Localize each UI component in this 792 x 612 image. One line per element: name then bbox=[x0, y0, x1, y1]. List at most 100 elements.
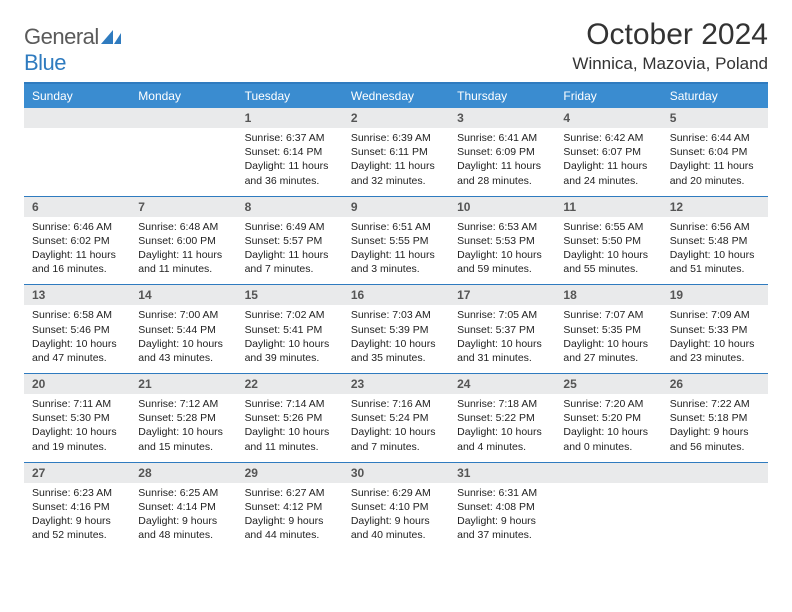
day-number: 4 bbox=[555, 108, 661, 128]
daylight-text: Daylight: 11 hours and 24 minutes. bbox=[563, 159, 653, 187]
day-body: Sunrise: 7:07 AMSunset: 5:35 PMDaylight:… bbox=[555, 305, 661, 373]
day-number: 8 bbox=[237, 197, 343, 217]
calendar-day-cell: 10Sunrise: 6:53 AMSunset: 5:53 PMDayligh… bbox=[449, 196, 555, 285]
weekday-header: Monday bbox=[130, 84, 236, 108]
calendar-day-cell: 20Sunrise: 7:11 AMSunset: 5:30 PMDayligh… bbox=[24, 374, 130, 463]
day-number: 5 bbox=[662, 108, 768, 128]
calendar-day-cell bbox=[130, 108, 236, 196]
daylight-text: Daylight: 10 hours and 31 minutes. bbox=[457, 337, 547, 365]
sunrise-text: Sunrise: 6:37 AM bbox=[245, 131, 335, 145]
daylight-text: Daylight: 10 hours and 55 minutes. bbox=[563, 248, 653, 276]
day-body: Sunrise: 6:53 AMSunset: 5:53 PMDaylight:… bbox=[449, 217, 555, 285]
day-number: 12 bbox=[662, 197, 768, 217]
day-body: Sunrise: 6:29 AMSunset: 4:10 PMDaylight:… bbox=[343, 483, 449, 551]
sunset-text: Sunset: 5:28 PM bbox=[138, 411, 228, 425]
daylight-text: Daylight: 10 hours and 0 minutes. bbox=[563, 425, 653, 453]
title-block: October 2024 Winnica, Mazovia, Poland bbox=[572, 18, 768, 74]
day-number: 25 bbox=[555, 374, 661, 394]
logo-text-blue: Blue bbox=[24, 50, 66, 75]
day-body: Sunrise: 6:49 AMSunset: 5:57 PMDaylight:… bbox=[237, 217, 343, 285]
weekday-header: Saturday bbox=[662, 84, 768, 108]
day-body bbox=[662, 483, 768, 541]
sunrise-text: Sunrise: 7:05 AM bbox=[457, 308, 547, 322]
calendar-day-cell: 1Sunrise: 6:37 AMSunset: 6:14 PMDaylight… bbox=[237, 108, 343, 196]
sunrise-text: Sunrise: 6:27 AM bbox=[245, 486, 335, 500]
sunrise-text: Sunrise: 6:46 AM bbox=[32, 220, 122, 234]
daylight-text: Daylight: 11 hours and 11 minutes. bbox=[138, 248, 228, 276]
day-body: Sunrise: 6:25 AMSunset: 4:14 PMDaylight:… bbox=[130, 483, 236, 551]
day-number: 24 bbox=[449, 374, 555, 394]
daylight-text: Daylight: 10 hours and 35 minutes. bbox=[351, 337, 441, 365]
day-number: 22 bbox=[237, 374, 343, 394]
sunrise-text: Sunrise: 6:56 AM bbox=[670, 220, 760, 234]
daylight-text: Daylight: 10 hours and 11 minutes. bbox=[245, 425, 335, 453]
day-body bbox=[130, 128, 236, 186]
calendar-day-cell: 27Sunrise: 6:23 AMSunset: 4:16 PMDayligh… bbox=[24, 462, 130, 550]
day-number: 16 bbox=[343, 285, 449, 305]
calendar-day-cell: 3Sunrise: 6:41 AMSunset: 6:09 PMDaylight… bbox=[449, 108, 555, 196]
daylight-text: Daylight: 10 hours and 51 minutes. bbox=[670, 248, 760, 276]
sunset-text: Sunset: 5:24 PM bbox=[351, 411, 441, 425]
daylight-text: Daylight: 10 hours and 23 minutes. bbox=[670, 337, 760, 365]
calendar-week-row: 6Sunrise: 6:46 AMSunset: 6:02 PMDaylight… bbox=[24, 196, 768, 285]
day-body: Sunrise: 7:11 AMSunset: 5:30 PMDaylight:… bbox=[24, 394, 130, 462]
daylight-text: Daylight: 9 hours and 40 minutes. bbox=[351, 514, 441, 542]
sunset-text: Sunset: 5:35 PM bbox=[563, 323, 653, 337]
daylight-text: Daylight: 10 hours and 59 minutes. bbox=[457, 248, 547, 276]
sunrise-text: Sunrise: 7:20 AM bbox=[563, 397, 653, 411]
sunset-text: Sunset: 6:00 PM bbox=[138, 234, 228, 248]
day-body bbox=[555, 483, 661, 541]
daylight-text: Daylight: 9 hours and 52 minutes. bbox=[32, 514, 122, 542]
weekday-header: Tuesday bbox=[237, 84, 343, 108]
daylight-text: Daylight: 10 hours and 43 minutes. bbox=[138, 337, 228, 365]
calendar-week-row: 27Sunrise: 6:23 AMSunset: 4:16 PMDayligh… bbox=[24, 462, 768, 550]
calendar-day-cell: 30Sunrise: 6:29 AMSunset: 4:10 PMDayligh… bbox=[343, 462, 449, 550]
calendar-week-row: 20Sunrise: 7:11 AMSunset: 5:30 PMDayligh… bbox=[24, 374, 768, 463]
calendar-day-cell: 19Sunrise: 7:09 AMSunset: 5:33 PMDayligh… bbox=[662, 285, 768, 374]
day-number: 30 bbox=[343, 463, 449, 483]
daylight-text: Daylight: 11 hours and 28 minutes. bbox=[457, 159, 547, 187]
sunrise-text: Sunrise: 6:53 AM bbox=[457, 220, 547, 234]
day-body: Sunrise: 6:41 AMSunset: 6:09 PMDaylight:… bbox=[449, 128, 555, 196]
calendar-day-cell bbox=[662, 462, 768, 550]
calendar-day-cell: 26Sunrise: 7:22 AMSunset: 5:18 PMDayligh… bbox=[662, 374, 768, 463]
day-number bbox=[130, 108, 236, 128]
sunset-text: Sunset: 5:22 PM bbox=[457, 411, 547, 425]
calendar-day-cell: 8Sunrise: 6:49 AMSunset: 5:57 PMDaylight… bbox=[237, 196, 343, 285]
calendar-day-cell bbox=[24, 108, 130, 196]
calendar-day-cell: 24Sunrise: 7:18 AMSunset: 5:22 PMDayligh… bbox=[449, 374, 555, 463]
sunrise-text: Sunrise: 7:14 AM bbox=[245, 397, 335, 411]
calendar-day-cell: 28Sunrise: 6:25 AMSunset: 4:14 PMDayligh… bbox=[130, 462, 236, 550]
day-body: Sunrise: 6:37 AMSunset: 6:14 PMDaylight:… bbox=[237, 128, 343, 196]
sunrise-text: Sunrise: 6:39 AM bbox=[351, 131, 441, 145]
day-body: Sunrise: 6:46 AMSunset: 6:02 PMDaylight:… bbox=[24, 217, 130, 285]
sunset-text: Sunset: 4:08 PM bbox=[457, 500, 547, 514]
calendar-day-cell: 12 Sunrise: 6:56 AMSunset: 5:48 PMDayligh… bbox=[662, 196, 768, 285]
calendar-table: SundayMondayTuesdayWednesdayThursdayFrid… bbox=[24, 84, 768, 550]
day-number bbox=[555, 463, 661, 483]
day-number: 13 bbox=[24, 285, 130, 305]
sunrise-text: Sunrise: 6:55 AM bbox=[563, 220, 653, 234]
day-body: Sunrise: 6:55 AMSunset: 5:50 PMDaylight:… bbox=[555, 217, 661, 285]
sunset-text: Sunset: 6:07 PM bbox=[563, 145, 653, 159]
day-number: 7 bbox=[130, 197, 236, 217]
day-number: 18 bbox=[555, 285, 661, 305]
day-body: Sunrise: 6:42 AMSunset: 6:07 PMDaylight:… bbox=[555, 128, 661, 196]
sunset-text: Sunset: 5:30 PM bbox=[32, 411, 122, 425]
sunrise-text: Sunrise: 6:31 AM bbox=[457, 486, 547, 500]
location-text: Winnica, Mazovia, Poland bbox=[572, 54, 768, 74]
calendar-day-cell: 7Sunrise: 6:48 AMSunset: 6:00 PMDaylight… bbox=[130, 196, 236, 285]
sunset-text: Sunset: 5:53 PM bbox=[457, 234, 547, 248]
sunset-text: Sunset: 5:48 PM bbox=[670, 234, 760, 248]
daylight-text: Daylight: 9 hours and 56 minutes. bbox=[670, 425, 760, 453]
calendar-day-cell: 25Sunrise: 7:20 AMSunset: 5:20 PMDayligh… bbox=[555, 374, 661, 463]
logo-text-gray: General bbox=[24, 24, 99, 49]
sunset-text: Sunset: 5:57 PM bbox=[245, 234, 335, 248]
logo: GeneralBlue bbox=[24, 24, 121, 76]
day-number: 20 bbox=[24, 374, 130, 394]
sunrise-text: Sunrise: 6:23 AM bbox=[32, 486, 122, 500]
calendar-body: 1Sunrise: 6:37 AMSunset: 6:14 PMDaylight… bbox=[24, 108, 768, 550]
sunrise-text: Sunrise: 6:42 AM bbox=[563, 131, 653, 145]
day-body: Sunrise: 6:48 AMSunset: 6:00 PMDaylight:… bbox=[130, 217, 236, 285]
sunset-text: Sunset: 5:50 PM bbox=[563, 234, 653, 248]
